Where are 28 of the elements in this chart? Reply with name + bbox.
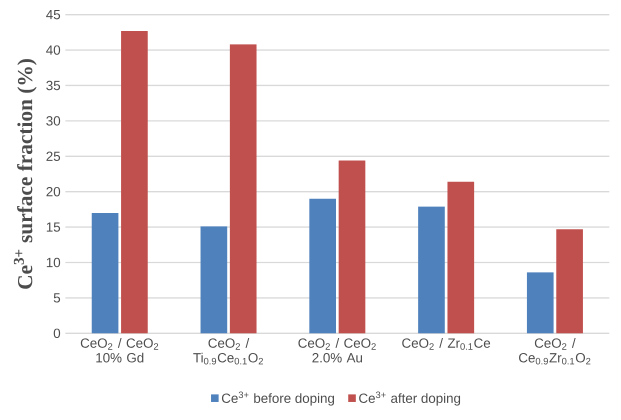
y-tick-label: 35 <box>46 80 60 90</box>
bar <box>447 182 474 334</box>
bar <box>121 30 148 334</box>
y-tick-label: 20 <box>46 186 60 196</box>
y-tick-label: 5 <box>54 293 60 303</box>
bar <box>418 206 445 334</box>
y-tick-label: 15 <box>46 222 60 232</box>
y-tick-label: 30 <box>46 116 60 126</box>
category-label: CeO$_{2}$ / Ti$_{0.9}$Ce$_{0.1}$O$_{2}$ <box>193 338 263 364</box>
bar <box>200 226 228 334</box>
bar <box>556 229 583 334</box>
bar <box>338 160 366 334</box>
bar <box>92 212 118 334</box>
y-tick-label: 10 <box>46 258 60 268</box>
bar <box>526 272 554 334</box>
bar <box>309 198 336 334</box>
y-tick-label: 45 <box>46 10 60 20</box>
y-tick-label: 0 <box>54 328 60 338</box>
y-tick-label: 40 <box>46 45 60 55</box>
x-tick-label: CeO$_{2}$ / Zr$_{0.1}$Ce <box>402 338 490 350</box>
y-tick-label: 25 <box>46 152 60 162</box>
x-tick-label: CeO$_{2}$ / CeO$_{2}$ 2.0% Au <box>298 338 376 362</box>
bar <box>230 44 257 334</box>
legend-label: Ce$^{3+}$ after doping <box>359 392 460 406</box>
legend-label: Ce$^{3+}$ before doping <box>222 392 334 406</box>
y-axis-title: Ce$^{3+}$ surface fraction (%) <box>14 59 37 289</box>
x-tick-label: CeO$_{2}$ / CeO$_{2}$ 10% Gd <box>80 338 158 362</box>
category-label: CeO$_{2}$ / Ce$_{0.9}$Zr$_{0.1}$O$_{2}$ <box>519 338 590 364</box>
